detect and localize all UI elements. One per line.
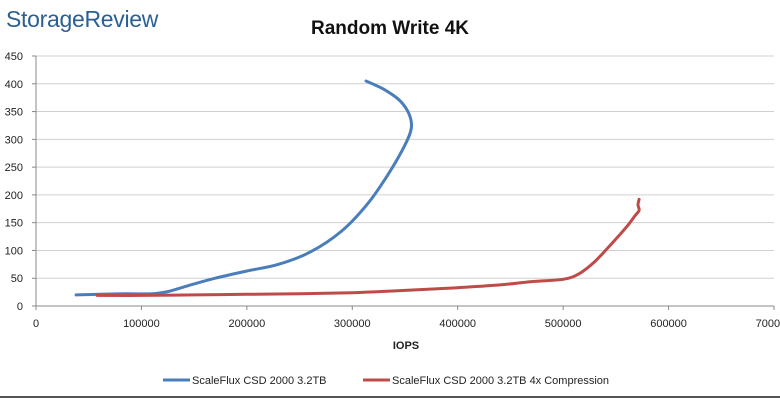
x-tick-label: 300000 bbox=[334, 318, 371, 330]
x-tick-label: 400000 bbox=[439, 318, 476, 330]
legend: ScaleFlux CSD 2000 3.2TB ScaleFlux CSD 20… bbox=[163, 375, 609, 387]
x-tick-label: 200000 bbox=[228, 318, 265, 330]
chart-title: Random Write 4K bbox=[311, 18, 469, 39]
y-tick-label: 200 bbox=[5, 190, 23, 202]
x-tick-label: 0 bbox=[33, 318, 39, 330]
grid-lines bbox=[36, 55, 774, 279]
legend-label-1: ScaleFlux CSD 2000 3.2TB bbox=[192, 375, 327, 387]
x-tick-label: 500000 bbox=[545, 318, 582, 330]
x-tick-label: 600000 bbox=[650, 318, 687, 330]
y-tick-label: 150 bbox=[5, 218, 23, 230]
y-tick-label: 250 bbox=[5, 162, 23, 174]
x-tick-label: 700000 bbox=[756, 318, 780, 330]
y-tick-label: 350 bbox=[5, 107, 23, 119]
y-tick-label: 0 bbox=[17, 301, 23, 313]
storagereview-logo: StorageReview bbox=[6, 6, 159, 32]
y-tick-label: 400 bbox=[5, 79, 23, 91]
x-axis-ticks: 0 100000 200000 300000 400000 500000 600000 700… bbox=[33, 306, 780, 330]
x-axis-title: IOPS bbox=[393, 340, 419, 352]
series-lines bbox=[74, 79, 641, 297]
y-tick-label: 50 bbox=[11, 273, 23, 285]
legend-label-2: ScaleFlux CSD 2000 3.2TB 4x Compression bbox=[392, 375, 609, 387]
y-axis-ticks: 0 50 100 150 200 250 300 350 400 450 bbox=[5, 51, 36, 313]
series-line-2 bbox=[95, 197, 641, 297]
bottom-divider bbox=[0, 396, 780, 398]
series-line-1 bbox=[74, 79, 414, 297]
x-tick-label: 100000 bbox=[123, 318, 160, 330]
y-tick-label: 100 bbox=[5, 245, 23, 257]
y-tick-label: 300 bbox=[5, 134, 23, 146]
y-tick-label: 450 bbox=[5, 51, 23, 63]
